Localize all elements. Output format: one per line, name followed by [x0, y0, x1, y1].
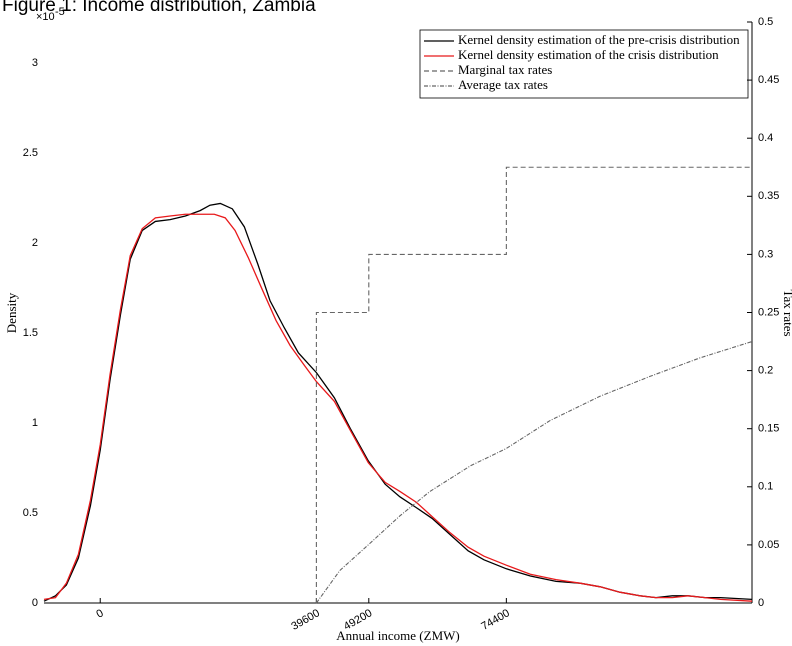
legend-label: Kernel density estimation of the crisis …	[458, 47, 719, 62]
legend-label: Average tax rates	[458, 77, 548, 92]
legend-label: Marginal tax rates	[458, 62, 552, 77]
y-exponent-base: ×10	[36, 11, 55, 23]
series-line	[315, 341, 753, 604]
y-exponent: -5	[55, 6, 65, 18]
legend-box	[419, 29, 749, 99]
y-tick-label: 3	[32, 57, 38, 69]
x-tick-label: 39600	[289, 607, 321, 633]
y2-tick-label: 0.3	[758, 248, 773, 260]
y-tick-label: 2	[32, 237, 38, 249]
y2-tick-label: 0.5	[758, 16, 773, 28]
x-tick-label: 0	[94, 607, 105, 620]
y2-axis-label: Tax rates	[781, 289, 792, 336]
legend-label: Kernel density estimation of the pre-cri…	[458, 32, 740, 47]
y-tick-label: 0	[32, 597, 38, 609]
y-tick-label: 1.5	[23, 327, 38, 339]
y2-tick-label: 0.2	[758, 365, 773, 377]
series-line	[43, 202, 753, 602]
y2-tick-label: 0.25	[758, 306, 779, 318]
x-tick-label: 74400	[479, 607, 511, 633]
y2-tick-label: 0.15	[758, 423, 779, 435]
y2-tick-label: 0	[758, 597, 764, 609]
y-tick-label: 1	[32, 417, 38, 429]
y2-tick-label: 0.35	[758, 190, 779, 202]
y-axis-label: Density	[4, 292, 19, 333]
chart-title: Figure 1: Income distribution, Zambia	[2, 0, 316, 16]
y2-tick-label: 0.1	[758, 481, 773, 493]
series-line	[43, 213, 753, 602]
series-line	[315, 166, 752, 603]
y2-tick-label: 0.45	[758, 74, 779, 86]
y-tick-label: 0.5	[23, 507, 38, 519]
y2-tick-label: 0.4	[758, 132, 773, 144]
y2-tick-label: 0.05	[758, 539, 779, 551]
y-tick-label: 2.5	[23, 147, 38, 159]
x-axis-label: Annual income (ZMW)	[336, 628, 459, 643]
